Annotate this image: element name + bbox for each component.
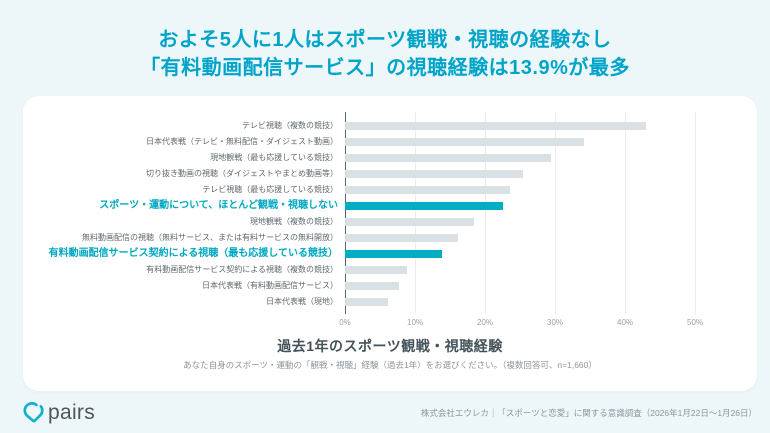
bar-label: 日本代表戦（現地） bbox=[266, 297, 338, 306]
page-title-line1: およそ5人に1人はスポーツ観戦・視聴の経験なし bbox=[158, 29, 612, 51]
x-tick-label: 30% bbox=[546, 318, 564, 327]
bar-track bbox=[345, 298, 757, 306]
chart-row: 有料動画配信サービス契約による視聴（複数の競技） bbox=[23, 262, 757, 278]
page-title-line2: 「有料動画配信サービス」の視聴経験は13.9%が最多 bbox=[140, 57, 630, 79]
chart-subtitle: あなた自身のスポーツ・運動の「観戦・視聴」経験（過去1年）をお選びください。（複… bbox=[183, 360, 597, 370]
page-footer: pairs 株式会社エウレカ｜「スポーツと恋愛」に関する意識調査（2026年1月… bbox=[20, 398, 757, 428]
bar-track bbox=[345, 122, 757, 130]
chart-row: 無料動画配信の視聴（無料サービス、または有料サービスの無料開放） bbox=[23, 230, 757, 246]
x-tick-label: 20% bbox=[476, 318, 494, 327]
bar-track bbox=[345, 170, 757, 178]
bar-track bbox=[345, 186, 757, 194]
bar bbox=[345, 122, 646, 130]
x-tick-label: 10% bbox=[406, 318, 424, 327]
x-tick-label: 40% bbox=[616, 318, 634, 327]
x-tick-label: 50% bbox=[686, 318, 704, 327]
bar bbox=[345, 170, 523, 178]
bar-label: 切り抜き動画の視聴（ダイジェストやまとめ動画等） bbox=[146, 169, 338, 178]
bar-highlighted bbox=[345, 202, 504, 210]
bar-label: 現地観戦（最も応援している競技） bbox=[210, 153, 338, 162]
chart-row: 日本代表戦（テレビ・無料配信・ダイジェスト動画） bbox=[23, 134, 757, 150]
bar-label: 日本代表戦（テレビ・無料配信・ダイジェスト動画） bbox=[146, 137, 338, 146]
pairs-logo: pairs bbox=[20, 400, 95, 426]
bar-label: 日本代表戦（有料動画配信サービス） bbox=[202, 281, 338, 290]
page-title: およそ5人に1人はスポーツ観戦・視聴の経験なし 「有料動画配信サービス」の視聴経… bbox=[0, 0, 770, 82]
chart-title: 過去1年のスポーツ観戦・視聴経験 bbox=[277, 338, 503, 354]
bar bbox=[345, 266, 407, 274]
bar-label: テレビ視聴（複数の競技） bbox=[242, 121, 338, 130]
bar-track bbox=[345, 250, 757, 258]
bar-track bbox=[345, 234, 757, 242]
bar-track bbox=[345, 154, 757, 162]
x-tick-label: 0% bbox=[339, 318, 351, 327]
bar bbox=[345, 154, 551, 162]
bar-track bbox=[345, 266, 757, 274]
chart-row: 日本代表戦（有料動画配信サービス） bbox=[23, 278, 757, 294]
bar bbox=[345, 186, 510, 194]
bar-label: 無料動画配信の視聴（無料サービス、または有料サービスの無料開放） bbox=[82, 233, 338, 242]
bar bbox=[345, 138, 585, 146]
bar-chart: テレビ視聴（複数の競技） 日本代表戦（テレビ・無料配信・ダイジェスト動画） 現地観戦… bbox=[23, 118, 757, 310]
bar-track bbox=[345, 138, 757, 146]
bar bbox=[345, 234, 458, 242]
bar-label: テレビ視聴（最も応援している競技） bbox=[202, 185, 338, 194]
x-axis-ticks: 0% 10% 20% 30% 40% 50% bbox=[339, 318, 703, 330]
bar bbox=[345, 218, 474, 226]
bar-label: スポーツ・運動について、ほとんど観戦・視聴しない bbox=[99, 200, 338, 211]
logo-text: pairs bbox=[48, 401, 96, 424]
bar-label: 有料動画配信サービス契約による視聴（複数の競技） bbox=[146, 265, 338, 274]
chart-row: 日本代表戦（現地） bbox=[23, 294, 757, 310]
bar-label: 有料動画配信サービス契約による視聴（最も応援している競技） bbox=[48, 248, 338, 259]
chart-row: 現地観戦（最も応援している競技） bbox=[23, 150, 757, 166]
bar bbox=[345, 298, 389, 306]
bar bbox=[345, 282, 399, 290]
chart-row: スポーツ・運動について、ほとんど観戦・視聴しない bbox=[23, 198, 757, 214]
chart-card: テレビ視聴（複数の競技） 日本代表戦（テレビ・無料配信・ダイジェスト動画） 現地観戦… bbox=[23, 96, 757, 391]
chart-row: テレビ視聴（最も応援している競技） bbox=[23, 182, 757, 198]
chart-row: テレビ視聴（複数の競技） bbox=[23, 118, 757, 134]
bar-track bbox=[345, 282, 757, 290]
chart-row: 有料動画配信サービス契約による視聴（最も応援している競技） bbox=[23, 246, 757, 262]
bar-label: 現地観戦（複数の競技） bbox=[250, 217, 338, 226]
heart-icon bbox=[20, 400, 46, 426]
y-axis-line bbox=[345, 112, 346, 314]
bar-track bbox=[345, 218, 757, 226]
bar-track bbox=[345, 202, 757, 210]
bar-highlighted bbox=[345, 250, 443, 258]
chart-row: 切り抜き動画の視聴（ダイジェストやまとめ動画等） bbox=[23, 166, 757, 182]
chart-row: 現地観戦（複数の競技） bbox=[23, 214, 757, 230]
survey-source-text: 株式会社エウレカ｜「スポーツと恋愛」に関する意識調査（2026年1月22日～1月… bbox=[420, 408, 757, 418]
